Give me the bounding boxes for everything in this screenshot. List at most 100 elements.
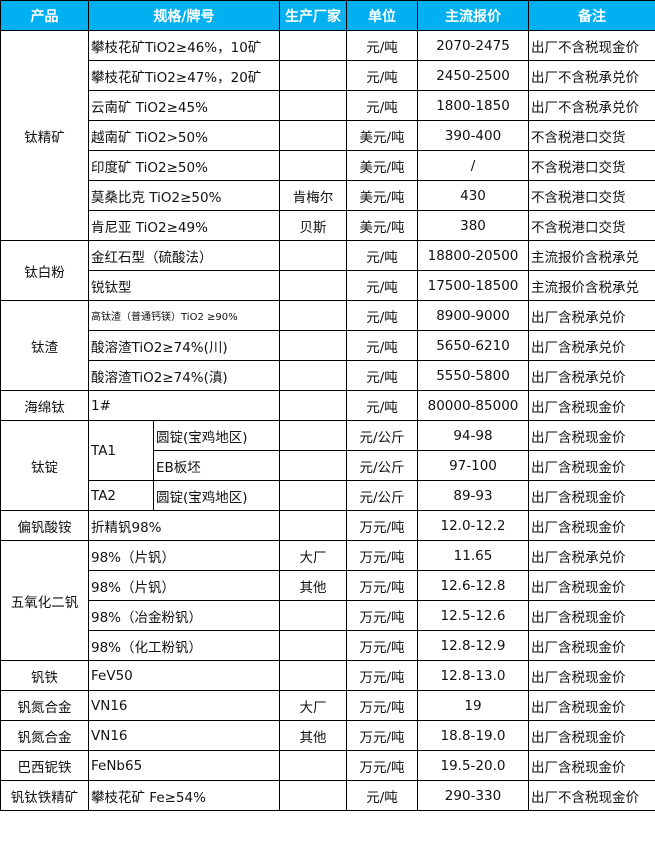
spec-cell: 98%（片钒）	[88, 540, 280, 571]
spec-cell: 圆锭(宝鸡地区)	[153, 480, 280, 511]
note-cell: 出厂含税现金价	[528, 450, 655, 481]
table-row: 钒铁 FeV50 万元/吨 12.8-13.0 出厂含税现金价	[0, 660, 655, 691]
header-price: 主流报价	[417, 0, 529, 31]
unit-cell: 元/吨	[346, 390, 418, 421]
price-cell: 8900-9000	[417, 300, 529, 331]
maker-cell	[279, 780, 347, 811]
unit-cell: 元/吨	[346, 330, 418, 361]
header-product: 产品	[0, 0, 89, 31]
spec-cell: 攀枝花矿TiO2≥47%，20矿	[88, 60, 280, 91]
table-row: 云南矿 TiO2≥45% 元/吨 1800-1850 出厂不含税承兑价	[1, 90, 655, 121]
spec-cell: 98%（化工粉钒）	[88, 630, 280, 661]
table-body: 钛精矿 攀枝花矿TiO2≥46%，10矿 元/吨 2070-2475 出厂不含税现金价攀…	[0, 30, 655, 811]
maker-cell	[279, 480, 347, 511]
unit-cell: 万元/吨	[346, 600, 418, 631]
unit-cell: 万元/吨	[346, 510, 418, 541]
maker-cell: 大厂	[279, 690, 347, 721]
unit-cell: 美元/吨	[346, 180, 418, 211]
price-cell: 80000-85000	[417, 390, 529, 421]
unit-cell: 元/吨	[346, 240, 418, 271]
maker-cell	[279, 660, 347, 691]
price-cell: 12.8-13.0	[417, 660, 529, 691]
price-cell: 18800-20500	[417, 240, 529, 271]
price-cell: 5650-6210	[417, 330, 529, 361]
price-cell: 12.5-12.6	[417, 600, 529, 631]
table-row: 钒钛铁精矿 攀枝花矿 Fe≥54% 元/吨 290-330 出厂不含税现金价	[0, 780, 655, 811]
unit-cell: 元/吨	[346, 300, 418, 331]
maker-cell	[279, 450, 347, 481]
unit-cell: 万元/吨	[346, 660, 418, 691]
product-cell: 巴西铌铁	[0, 750, 89, 781]
maker-cell: 贝斯	[279, 210, 347, 241]
spec-cell: 肯尼亚 TiO2≥49%	[88, 210, 280, 241]
table-row: TA2 圆锭(宝鸡地区) 元/公斤 89-93 出厂含税现金价	[1, 480, 655, 511]
spec-cell: 酸溶渣TiO2≥74%(滇)	[88, 360, 280, 391]
table-row: 98%（化工粉钒） 万元/吨 12.8-12.9 出厂含税现金价	[1, 630, 655, 661]
note-cell: 出厂含税承兑价	[528, 330, 655, 361]
price-cell: 97-100	[417, 450, 529, 481]
table-row: 98%（冶金粉钒） 万元/吨 12.5-12.6 出厂含税现金价	[1, 600, 655, 631]
spec-cell: 折精钒98%	[88, 510, 280, 541]
spec-cell: VN16	[88, 690, 280, 721]
unit-cell: 元/公斤	[346, 480, 418, 511]
spec-cell: 攀枝花矿TiO2≥46%，10矿	[88, 30, 280, 61]
price-cell: 380	[417, 210, 529, 241]
note-cell: 主流报价含税承兑	[528, 270, 655, 301]
note-cell: 不含税港口交货	[528, 210, 655, 241]
price-table: 产品 规格/牌号 生产厂家 单位 主流报价 备注 钛精矿 攀枝花矿TiO2≥46%…	[0, 0, 655, 811]
table-row: 98%（片钒） 其他 万元/吨 12.6-12.8 出厂含税现金价	[1, 570, 655, 601]
product-cell: 钒氮合金	[0, 690, 89, 721]
price-cell: 430	[417, 180, 529, 211]
note-cell: 不含税港口交货	[528, 120, 655, 151]
price-cell: 17500-18500	[417, 270, 529, 301]
price-cell: 5550-5800	[417, 360, 529, 391]
table-row: 莫桑比克 TiO2≥50% 肯梅尔 美元/吨 430 不含税港口交货	[1, 180, 655, 211]
unit-cell: 元/吨	[346, 60, 418, 91]
unit-cell: 万元/吨	[346, 540, 418, 571]
unit-cell: 元/公斤	[346, 450, 418, 481]
price-cell: 19.5-20.0	[417, 750, 529, 781]
price-cell: 18.8-19.0	[417, 720, 529, 751]
spec-cell: 攀枝花矿 Fe≥54%	[88, 780, 280, 811]
unit-cell: 元/吨	[346, 270, 418, 301]
unit-cell: 美元/吨	[346, 150, 418, 181]
product-cell: 钛精矿	[0, 30, 89, 241]
unit-cell: 元/吨	[346, 30, 418, 61]
product-cell: 钛白粉	[0, 240, 89, 301]
unit-cell: 万元/吨	[346, 570, 418, 601]
grade-cell: TA1	[88, 420, 154, 481]
note-cell: 出厂含税承兑价	[528, 300, 655, 331]
price-cell: 12.8-12.9	[417, 630, 529, 661]
table-row: 钛锭 TA1 圆锭(宝鸡地区) 元/公斤 94-98 出厂含税现金价	[0, 420, 655, 511]
spec-cell: 印度矿 TiO2≥50%	[88, 150, 280, 181]
note-cell: 出厂含税现金价	[528, 750, 655, 781]
header-row: 产品 规格/牌号 生产厂家 单位 主流报价 备注	[0, 0, 655, 31]
product-cell: 五氧化二钒	[0, 540, 89, 661]
price-cell: /	[417, 150, 529, 181]
spec-cell: 锐钛型	[88, 270, 280, 301]
note-cell: 出厂含税现金价	[528, 600, 655, 631]
table-row: 钒氮合金 VN16 大厂 万元/吨 19 出厂含税现金价	[0, 690, 655, 721]
product-cell: 钒铁	[0, 660, 89, 691]
note-cell: 出厂含税现金价	[528, 510, 655, 541]
price-cell: 94-98	[417, 420, 529, 451]
note-cell: 出厂含税承兑价	[528, 540, 655, 571]
spec-cell: 98%（冶金粉钒）	[88, 600, 280, 631]
header-note: 备注	[528, 0, 655, 31]
maker-cell	[279, 90, 347, 121]
maker-cell	[279, 330, 347, 361]
table-row: 酸溶渣TiO2≥74%(川) 元/吨 5650-6210 出厂含税承兑价	[1, 330, 655, 361]
unit-cell: 元/吨	[346, 780, 418, 811]
spec-cell: 高钛渣（普通钙镁）TiO2 ≥90%	[88, 300, 280, 331]
table-row: 越南矿 TiO2>50% 美元/吨 390-400 不含税港口交货	[1, 120, 655, 151]
price-cell: 19	[417, 690, 529, 721]
note-cell: 出厂含税现金价	[528, 630, 655, 661]
product-cell: 钒氮合金	[0, 720, 89, 751]
maker-cell	[279, 300, 347, 331]
spec-cell: 金红石型（硫酸法）	[88, 240, 280, 271]
header-spec: 规格/牌号	[88, 0, 280, 31]
unit-cell: 万元/吨	[346, 720, 418, 751]
table-row: 偏钒酸铵 折精钒98% 万元/吨 12.0-12.2 出厂含税现金价	[0, 510, 655, 541]
maker-cell	[279, 510, 347, 541]
note-cell: 出厂含税承兑价	[528, 360, 655, 391]
